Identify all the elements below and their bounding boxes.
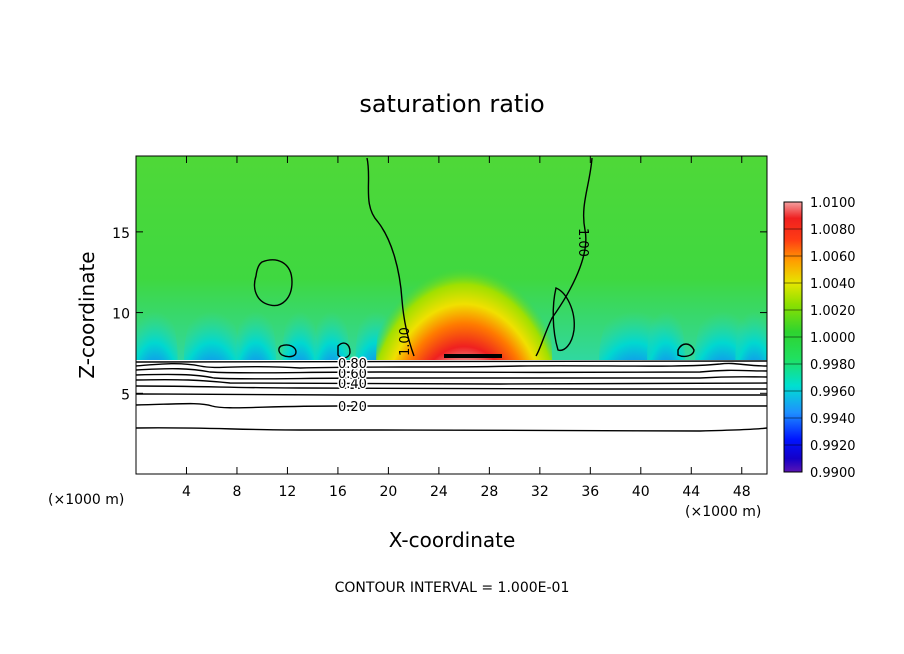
y-tick-label: 10 [112,307,130,323]
contour-interval-note: CONTOUR INTERVAL = 1.000E-01 [335,580,570,596]
colorbar-tick-label: 0.9980 [810,358,856,373]
x-axis-label: X-coordinate [389,528,516,552]
colorbar-tick-label: 1.0000 [810,331,856,346]
x-tick-label: 12 [279,484,297,500]
x-unit-right: (×1000 m) [685,504,761,520]
contour-small-1 [278,344,297,358]
contour-1.00-left [366,157,415,357]
colorbar-tick-label: 1.0100 [810,196,856,211]
contour-0.20 [136,402,767,409]
contour-label-3: 0.60 [338,367,367,382]
colorbar-tick-label: 1.0080 [810,223,856,238]
y-axis-label: Z-coordinate [75,251,99,378]
x-tick-label: 48 [733,484,751,500]
contour-0.60 [136,373,767,380]
y-tick-label: 15 [112,226,130,242]
y-axis: 5 10 15 [112,226,767,403]
colorbar-tick-label: 0.9960 [810,385,856,400]
contour-1.00-loop-right [552,287,575,352]
contour-label-4: 0.80 [338,357,367,372]
contour-0.70 [136,367,767,374]
colorbar-tick-label: 1.0020 [810,304,856,319]
contour-1.00-loop-left [253,259,293,307]
colorbar-tick-label: 1.0060 [810,250,856,265]
plot-area [136,156,767,474]
contour-1.00-right [535,157,593,357]
contour-0.50 [136,378,767,385]
x-tick-label: 36 [581,484,599,500]
plot-frame [135,155,768,475]
colorbar-ticks: 1.0100 1.0080 1.0060 1.0040 1.0020 1.0000 0.99… [784,196,856,481]
contour-labels: 0.20 0.40 0.60 0.80 1.00 1.00 [337,228,591,417]
x-tick-label: 4 [182,484,191,500]
contour-lines [136,157,767,432]
contour-small-3 [677,343,695,358]
contour-0.10 [136,427,767,432]
contour-label-5: 1.00 [398,327,413,356]
x-tick-label: 32 [531,484,549,500]
x-tick-label: 20 [379,484,397,500]
contour-label-6: 1.00 [575,228,590,257]
x-tick-label: 16 [329,484,347,500]
ground-marker [444,354,502,358]
contour-0.30 [136,393,767,397]
colorbar: 1.0100 1.0080 1.0060 1.0040 1.0020 1.0000 0.99… [783,196,856,481]
x-tick-label: 28 [480,484,498,500]
colorbar-tick-label: 0.9940 [810,412,856,427]
chart-title: saturation ratio [359,90,544,118]
contour-label-1: 0.20 [338,400,367,415]
x-unit-left: (×1000 m) [48,492,124,508]
contour-small-2 [337,342,351,359]
x-tick-label: 8 [232,484,241,500]
x-axis: 4 8 12 16 20 24 28 32 36 40 44 48 [182,156,751,500]
x-tick-label: 24 [430,484,448,500]
colorbar-tick-label: 0.9920 [810,439,856,454]
contour-0.40 [136,385,767,390]
colorbar-tick-label: 0.9900 [810,466,856,481]
x-tick-label: 44 [682,484,700,500]
colorbar-tick-label: 1.0040 [810,277,856,292]
contour-ground [136,360,767,363]
contour-label-2: 0.40 [338,377,367,392]
below-ground [136,360,767,474]
y-tick-label: 5 [121,387,130,403]
contour-0.80 [136,362,767,369]
x-tick-label: 40 [632,484,650,500]
